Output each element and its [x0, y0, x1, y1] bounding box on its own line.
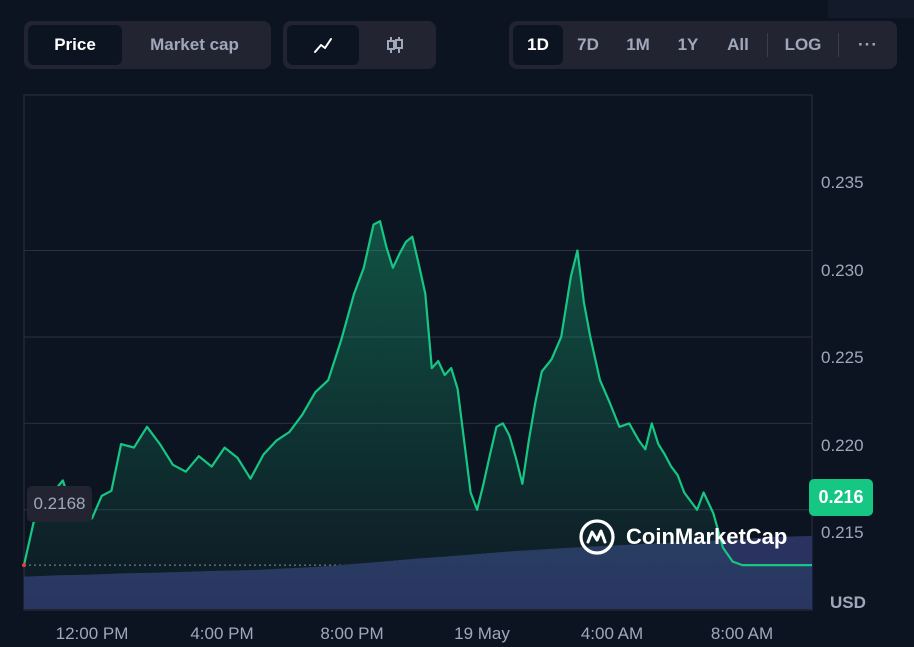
range-1y[interactable]: 1Y [677, 35, 699, 54]
market-cap-tab[interactable]: Market cap [150, 35, 239, 54]
watermark-text: CoinMarketCap [626, 524, 788, 549]
y-tick-label: 0.225 [821, 348, 864, 367]
range-1m[interactable]: 1M [626, 35, 650, 54]
open-price-label: 0.2168 [27, 486, 92, 522]
x-tick-label: 12:00 PM [55, 624, 129, 643]
range-1d[interactable]: 1D [513, 25, 563, 65]
current-price-badge: 0.216 [809, 479, 873, 516]
y-tick-label: 0.220 [821, 436, 864, 455]
candlestick-button[interactable] [359, 25, 431, 65]
coinmarketcap-logo-icon [579, 519, 615, 555]
x-tick-label: 4:00 AM [580, 624, 644, 643]
x-tick-label: 8:00 AM [710, 624, 774, 643]
price-line [22, 220, 812, 567]
price-tab[interactable]: Price [28, 25, 122, 65]
line-chart-icon [314, 38, 332, 53]
more-options-button[interactable]: ··· [858, 35, 878, 54]
range-divider [838, 33, 839, 57]
x-tick-label: 8:00 PM [320, 624, 384, 643]
x-tick-label: 19 May [454, 624, 510, 643]
line-chart-button[interactable] [287, 25, 359, 65]
start-point [22, 563, 26, 568]
coinmarketcap-watermark: CoinMarketCap [578, 517, 787, 557]
price-area [24, 221, 812, 610]
range-all[interactable]: All [727, 35, 749, 54]
chart-view-toggle [283, 21, 436, 69]
x-tick-label: 4:00 PM [190, 624, 254, 643]
corner-fragment [828, 0, 914, 18]
currency-label: USD [830, 593, 866, 612]
range-divider [767, 33, 768, 57]
y-tick-label: 0.230 [821, 261, 864, 280]
log-scale-button[interactable]: LOG [784, 35, 822, 54]
range-7d[interactable]: 7D [577, 35, 599, 54]
chart-type-toggle: Price Market cap [24, 21, 271, 69]
y-tick-label: 0.215 [821, 523, 864, 542]
y-tick-label: 0.235 [821, 173, 864, 192]
candlestick-icon [387, 37, 403, 53]
time-range-selector: 1D 7D 1M 1Y All LOG ··· [509, 21, 897, 69]
